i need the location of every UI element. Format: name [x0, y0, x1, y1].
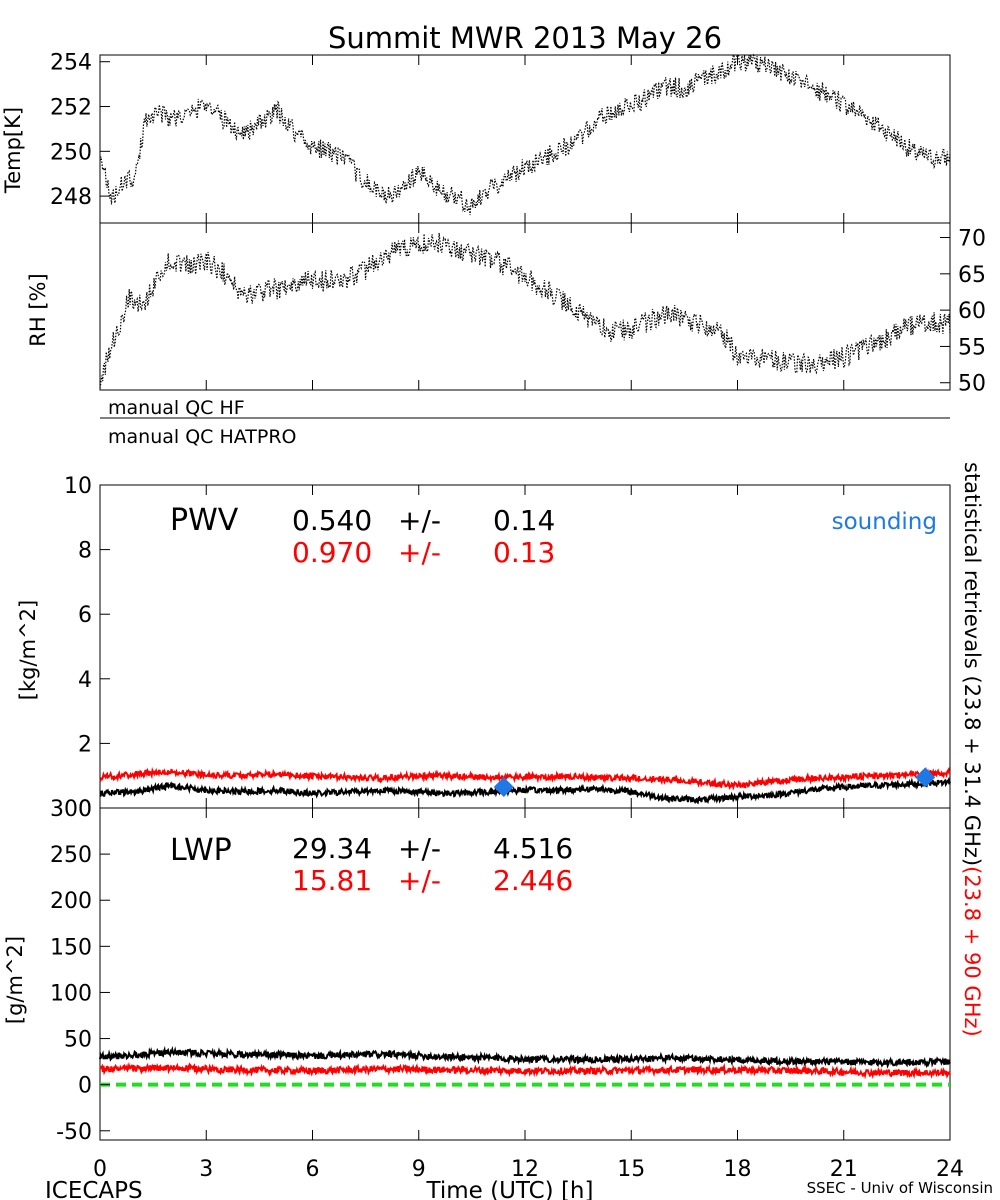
- temp-y-label: Temp[K]: [1, 107, 25, 194]
- lwp-ytick-label: 200: [50, 889, 92, 914]
- pwv-stat-black-err: 0.14: [493, 504, 555, 537]
- rh-ytick-label: 65: [958, 263, 986, 288]
- pwv-stat-black-pm: +/-: [398, 504, 441, 537]
- temp-ytick-label: 252: [50, 96, 92, 121]
- chart-title: Summit MWR 2013 May 26: [328, 21, 722, 55]
- lwp-xtick-label: 3: [199, 1157, 213, 1182]
- temp-ytick-label: 250: [50, 140, 92, 165]
- pwv-stat-red-pm: +/-: [398, 536, 441, 569]
- rh-y-label: RH [%]: [26, 273, 50, 346]
- rh-ytick-label: 70: [958, 227, 986, 252]
- qc-hatpro-label: manual QC HATPRO: [108, 426, 297, 448]
- lwp-xtick-label: 24: [936, 1157, 964, 1182]
- footer-right: SSEC - Univ of Wisconsin: [807, 1179, 993, 1197]
- temp-series-0: [99, 53, 951, 216]
- sounding-point-0: [493, 777, 514, 798]
- pwv-ytick-label: 6: [78, 603, 92, 628]
- pwv-panel: 0 2 4 6 8 10 [kg/m^2] PWV 0.540 +/- 0.14 0.97…: [16, 474, 951, 822]
- lwp-xtick-label: 12: [511, 1157, 539, 1182]
- pwv-y-label: [kg/m^2]: [16, 600, 40, 700]
- pwv-stat-red-value: 0.970: [292, 536, 372, 569]
- lwp-stat-black-err: 4.516: [493, 832, 573, 865]
- lwp-ytick-label: 300: [50, 797, 92, 822]
- qc-hf-label: manual QC HF: [108, 397, 245, 419]
- rh-marks: 50 55 60 65 70: [99, 223, 986, 397]
- pwv-label: PWV: [170, 503, 239, 538]
- pwv-ytick-label: 2: [78, 732, 92, 757]
- lwp-xtick-label: 9: [412, 1157, 426, 1182]
- lwp-ytick-label: -50: [56, 1120, 92, 1145]
- rh-ytick-label: 55: [958, 335, 986, 360]
- lwp-series-1: [99, 1061, 951, 1080]
- pwv-ytick-label: 4: [78, 668, 92, 693]
- side-label-red: (23.8 + 90 GHz): [960, 866, 984, 1037]
- lwp-xtick-label: 18: [724, 1157, 752, 1182]
- temp-ytick-label: 254: [50, 51, 92, 76]
- lwp-xtick-label: 15: [617, 1157, 645, 1182]
- lwp-label: LWP: [170, 833, 232, 868]
- pwv-series-1: [99, 776, 951, 805]
- lwp-ytick-label: 50: [64, 1028, 92, 1053]
- pwv-series-0: [99, 766, 951, 791]
- footer-left: ICECAPS: [45, 1178, 143, 1200]
- lwp-ytick-label: 150: [50, 935, 92, 960]
- lwp-stat-red-value: 15.81: [292, 864, 372, 897]
- side-label-black: statistical retrievals (23.8 + 31.4 GHz): [960, 462, 984, 866]
- lwp-ytick-label: 250: [50, 843, 92, 868]
- lwp-xtick-label: 21: [830, 1157, 858, 1182]
- lwp-stat-red-err: 2.446: [493, 864, 573, 897]
- rh-series-0: [99, 232, 951, 389]
- pwv-ytick-label: 10: [64, 474, 92, 499]
- pwv-stat-black-value: 0.540: [292, 504, 372, 537]
- sounding-label: sounding: [832, 509, 937, 535]
- qc-section: manual QC HF manual QC HATPRO: [100, 397, 950, 448]
- lwp-stat-red-pm: +/-: [398, 864, 441, 897]
- temp-marks: 248 250 252 254: [50, 51, 951, 223]
- temp-ytick-label: 248: [50, 185, 92, 210]
- rh-ytick-label: 50: [958, 372, 986, 397]
- pwv-ytick-label: 0: [78, 797, 92, 822]
- lwp-ytick-label: 0: [78, 1074, 92, 1099]
- x-axis-label: Time (UTC) [h]: [426, 1178, 594, 1200]
- lwp-y-label: [g/m^2]: [3, 936, 27, 1024]
- rh-ytick-label: 60: [958, 299, 986, 324]
- temp-panel: 248 250 252 254 Temp[K]: [1, 51, 951, 224]
- rh-panel: 50 55 60 65 70 RH [%]: [26, 222, 986, 397]
- lwp-stat-black-value: 29.34: [292, 832, 372, 865]
- lwp-series-0: [99, 1045, 951, 1069]
- lwp-ytick-label: 100: [50, 981, 92, 1006]
- pwv-stat-red-err: 0.13: [493, 536, 555, 569]
- pwv-ytick-label: 8: [78, 539, 92, 564]
- pwv-marks: 0 2 4 6 8 10: [64, 474, 951, 822]
- sounding-point-1: [915, 767, 936, 788]
- lwp-stat-black-pm: +/-: [398, 832, 441, 865]
- lwp-xtick-label: 6: [306, 1157, 320, 1182]
- side-label-statistical: statistical retrievals (23.8 + 31.4 GHz)…: [960, 462, 984, 1037]
- lwp-xtick-label: 0: [93, 1157, 107, 1182]
